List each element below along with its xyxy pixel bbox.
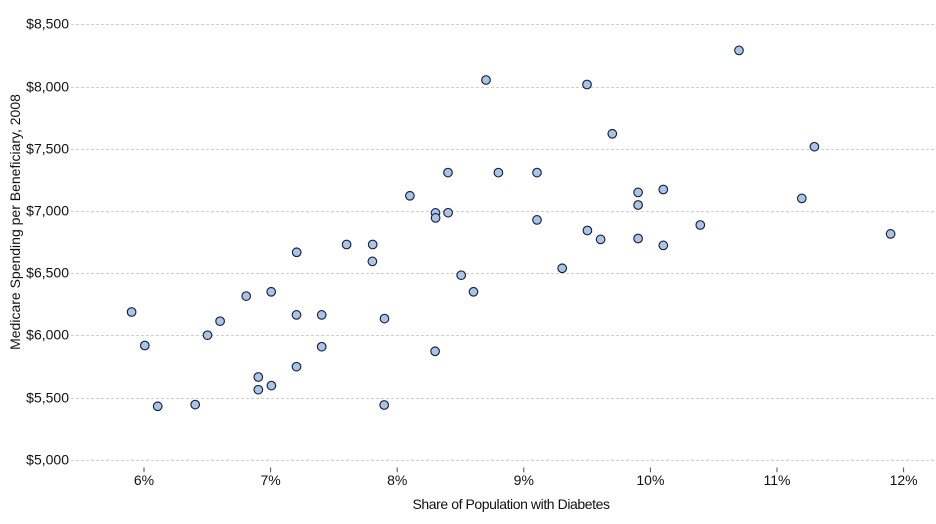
- svg-text:7%: 7%: [260, 472, 280, 488]
- svg-text:$5,500: $5,500: [26, 390, 69, 406]
- svg-text:6%: 6%: [134, 472, 154, 488]
- svg-text:$5,000: $5,000: [26, 452, 69, 468]
- svg-text:11%: 11%: [764, 472, 791, 488]
- svg-text:$7,500: $7,500: [26, 141, 69, 157]
- svg-text:$6,500: $6,500: [26, 265, 69, 281]
- svg-text:8%: 8%: [387, 472, 407, 488]
- svg-text:$8,000: $8,000: [26, 79, 69, 95]
- svg-text:12%: 12%: [890, 472, 918, 488]
- svg-text:10%: 10%: [636, 472, 664, 488]
- svg-text:Share of Population with Diabe: Share of Population with Diabetes: [412, 496, 609, 512]
- svg-text:Medicare Spending per Benefici: Medicare Spending per Beneficiary, 2008: [7, 94, 23, 350]
- svg-text:$6,000: $6,000: [26, 327, 69, 343]
- svg-text:9%: 9%: [514, 472, 534, 488]
- svg-text:$7,000: $7,000: [26, 203, 69, 219]
- svg-text:$8,500: $8,500: [26, 16, 69, 32]
